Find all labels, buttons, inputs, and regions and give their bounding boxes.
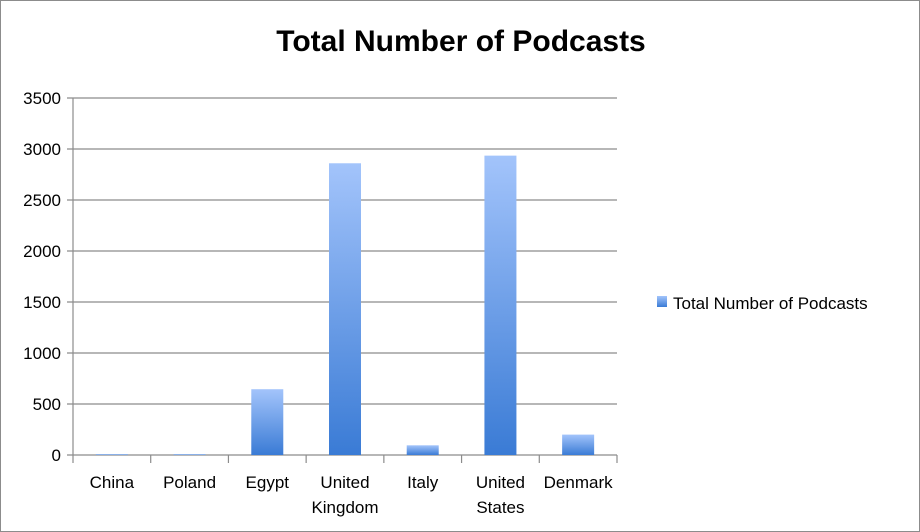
y-tick-label: 2000 bbox=[23, 242, 61, 261]
legend: Total Number of Podcasts bbox=[657, 294, 868, 313]
y-tick-label: 1500 bbox=[23, 293, 61, 312]
x-tick-label: Egypt bbox=[246, 473, 290, 492]
x-tick-label: China bbox=[90, 473, 135, 492]
y-tick-label: 3500 bbox=[23, 89, 61, 108]
y-tick-label: 0 bbox=[52, 446, 61, 465]
x-tick-label: Kingdom bbox=[311, 498, 378, 517]
x-tick-label: United bbox=[476, 473, 525, 492]
bar bbox=[406, 445, 439, 455]
x-tick-label: Italy bbox=[407, 473, 439, 492]
bar-layer bbox=[95, 155, 595, 455]
x-tick-label: Denmark bbox=[544, 473, 613, 492]
bar bbox=[329, 163, 361, 455]
chart-title: Total Number of Podcasts bbox=[276, 25, 646, 58]
x-tick-label: Poland bbox=[163, 473, 216, 492]
legend-swatch bbox=[657, 296, 667, 307]
bar bbox=[95, 454, 128, 455]
y-tick-label: 3000 bbox=[23, 140, 61, 159]
bar bbox=[173, 454, 206, 455]
y-tick-label: 500 bbox=[33, 395, 61, 414]
axis-layer: 0 500 1000 1500 2000 2500 3000 3500 China Poland E… bbox=[23, 89, 618, 517]
x-tick-label: United bbox=[320, 473, 369, 492]
bar bbox=[562, 434, 595, 455]
bar bbox=[484, 155, 517, 455]
x-tick-label: States bbox=[476, 498, 524, 517]
bar bbox=[251, 389, 284, 455]
legend-label: Total Number of Podcasts bbox=[673, 294, 868, 313]
y-tick-label: 2500 bbox=[23, 191, 61, 210]
y-tick-label: 1000 bbox=[23, 344, 61, 363]
